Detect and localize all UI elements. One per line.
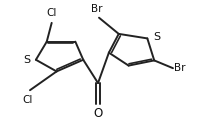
Text: S: S (23, 55, 30, 65)
Text: Cl: Cl (46, 8, 57, 18)
Text: Br: Br (91, 4, 103, 14)
Text: Cl: Cl (23, 95, 33, 105)
Text: Br: Br (174, 63, 185, 73)
Text: S: S (153, 32, 160, 42)
Text: O: O (93, 107, 103, 120)
